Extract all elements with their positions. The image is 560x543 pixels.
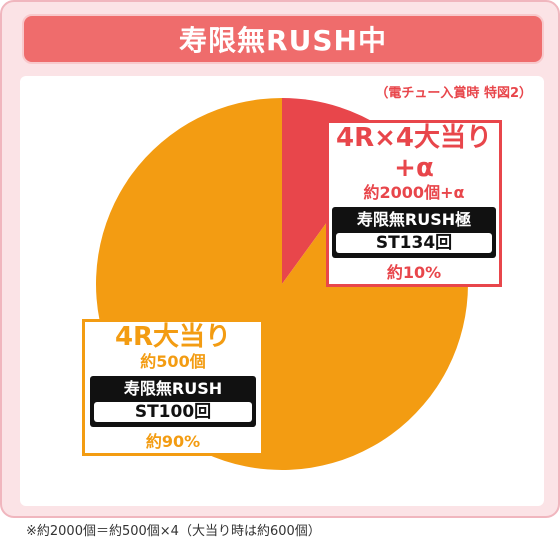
slice-sub: 約2000個+α: [363, 183, 465, 202]
mode-box: 寿限無RUSH ST100回: [90, 376, 256, 427]
outer-frame: 寿限無RUSH中 （電チュー入賞時 特図2） 4R×4大当り+α 約2000個+…: [0, 0, 560, 518]
mode-name: 寿限無RUSH極: [356, 210, 472, 229]
chart-note: （電チュー入賞時 特図2）: [375, 86, 532, 101]
slice-percent: 約90%: [145, 432, 201, 451]
slice-percent: 約10%: [386, 263, 442, 282]
slice-label-rush: 4R大当り 約500個 寿限無RUSH ST100回 約90%: [82, 319, 264, 456]
footnote: ※約2000個＝約500個×4（大当り時は約600個）: [26, 524, 321, 539]
page-title: 寿限無RUSH中: [22, 14, 544, 64]
slice-label-rush-goku: 4R×4大当り+α 約2000個+α 寿限無RUSH極 ST134回 約10%: [326, 120, 502, 287]
mode-st: ST134回: [336, 233, 492, 253]
chart-panel: （電チュー入賞時 特図2） 4R×4大当り+α 約2000個+α 寿限無RUSH…: [20, 76, 544, 506]
mode-box: 寿限無RUSH極 ST134回: [332, 207, 496, 258]
slice-title: 4R×4大当り+α: [336, 123, 492, 183]
slice-sub: 約500個: [140, 352, 206, 371]
mode-st: ST100回: [94, 402, 252, 422]
slice-title: 4R大当り: [114, 322, 232, 352]
mode-name: 寿限無RUSH: [123, 379, 223, 398]
